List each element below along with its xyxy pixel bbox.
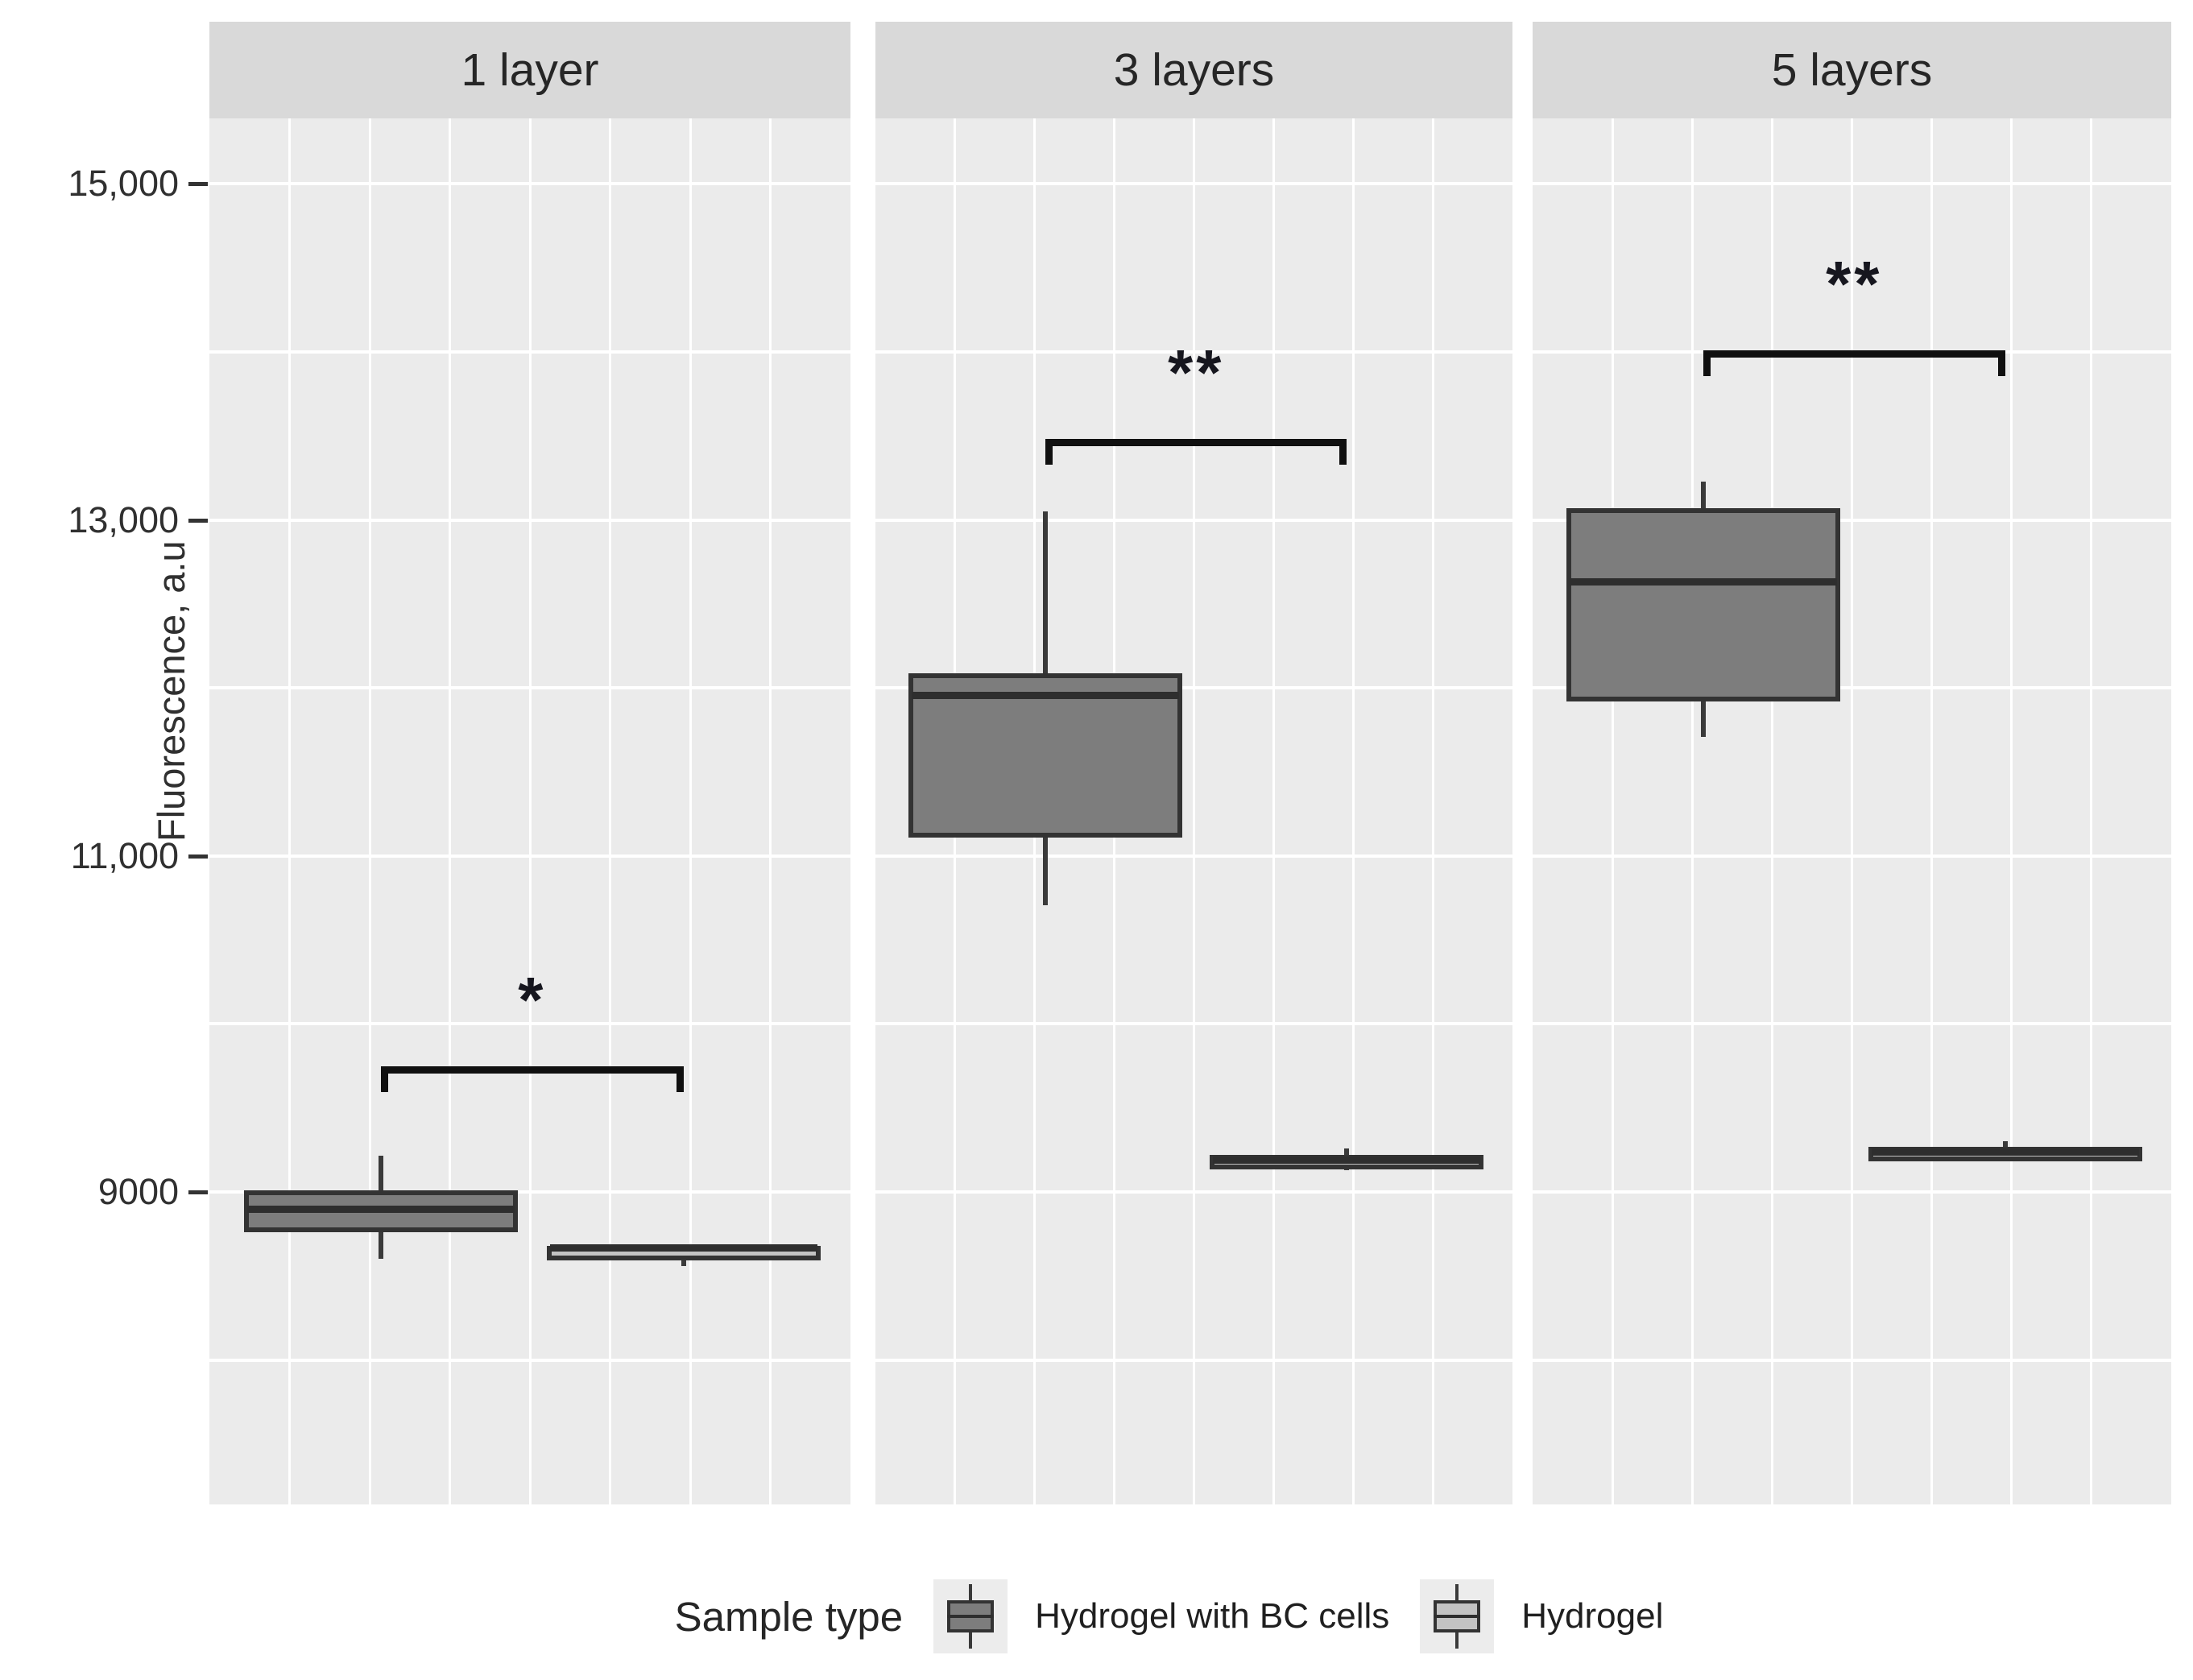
legend-item: Hydrogel: [1420, 1579, 1663, 1653]
legend-item: Hydrogel with BC cells: [933, 1579, 1389, 1653]
v-gridline: [1351, 118, 1355, 1504]
box-hydrogel-with-bc-cells: [1566, 507, 1840, 701]
y-axis-title: Fluorescence, a.u: [149, 540, 192, 842]
box-hydrogel-with-bc-cells: [908, 673, 1183, 838]
lower-whisker-hydrogel: [681, 1259, 687, 1266]
upper-whisker-hydrogel: [1344, 1148, 1350, 1156]
legend: Sample type Hydrogel with BC cells Hydrog…: [0, 1572, 2193, 1661]
y-tick-label: 13,000: [68, 499, 179, 540]
v-gridline: [1770, 118, 1773, 1504]
upper-whisker-hydrogel-with-bc-cells: [1700, 481, 1706, 508]
legend-title: Sample type: [674, 1593, 904, 1640]
y-tick-label: 15,000: [68, 163, 179, 205]
v-gridline: [1431, 118, 1434, 1504]
v-gridline: [368, 118, 371, 1504]
significance-bracket: [380, 1066, 685, 1074]
facet-strip: 5 layers: [1533, 22, 2171, 118]
significance-bracket-end: [1045, 439, 1053, 466]
y-tick-label: 9000: [97, 1170, 179, 1212]
facet-title: 5 layers: [1771, 44, 1933, 96]
median-line-hydrogel: [1213, 1157, 1481, 1165]
v-gridline: [2010, 118, 2013, 1504]
v-gridline: [1851, 118, 1853, 1504]
v-gridline: [769, 118, 772, 1504]
facet-title: 1 layer: [461, 44, 599, 96]
v-gridline: [449, 118, 451, 1504]
significance-bracket-end: [1997, 350, 2005, 376]
y-tick-label: 11,000: [70, 834, 179, 876]
y-tick-mark: [188, 1190, 208, 1194]
significance-bracket: [1703, 350, 2005, 358]
median-line-hydrogel-with-bc-cells: [912, 691, 1180, 699]
facet-panel: *: [209, 118, 850, 1504]
v-gridline: [689, 118, 692, 1504]
lower-whisker-hydrogel-with-bc-cells: [1700, 701, 1706, 737]
median-line-hydrogel: [1871, 1148, 2139, 1156]
v-gridline: [609, 118, 611, 1504]
v-gridline: [2090, 118, 2093, 1504]
facet-strip: 3 layers: [875, 22, 1512, 118]
key-median: [1434, 1615, 1481, 1618]
median-line-hydrogel-with-bc-cells: [246, 1205, 515, 1213]
facet-strip: 1 layer: [209, 22, 850, 118]
significance-bracket-end: [380, 1066, 388, 1092]
significance-bracket-end: [1339, 439, 1347, 466]
significance-bracket-end: [1703, 350, 1711, 376]
y-tick-mark: [188, 518, 208, 523]
significance-stars: *: [518, 963, 547, 1036]
upper-whisker-hydrogel-with-bc-cells: [1043, 511, 1049, 674]
facet-panel: **: [875, 118, 1512, 1504]
boxplot-key-icon: [1420, 1579, 1495, 1653]
significance-bracket-end: [677, 1066, 685, 1092]
v-gridline: [1611, 118, 1614, 1504]
facet-title: 3 layers: [1113, 44, 1275, 96]
facet-panel: **: [1533, 118, 2171, 1504]
key-median: [947, 1615, 995, 1618]
y-tick-mark: [188, 182, 208, 187]
v-gridline: [1930, 118, 1934, 1504]
v-gridline: [1272, 118, 1275, 1504]
lower-whisker-hydrogel-with-bc-cells: [378, 1232, 383, 1260]
significance-stars: **: [1168, 337, 1225, 409]
v-gridline: [528, 118, 532, 1504]
v-gridline: [1193, 118, 1195, 1504]
median-line-hydrogel: [550, 1243, 818, 1252]
upper-whisker-hydrogel-with-bc-cells: [378, 1156, 383, 1190]
upper-whisker-hydrogel: [2002, 1141, 2008, 1147]
boxplot-key-icon: [933, 1579, 1008, 1653]
v-gridline: [288, 118, 291, 1504]
significance-bracket: [1045, 439, 1347, 447]
legend-item-label: Hydrogel: [1521, 1596, 1664, 1636]
y-tick-mark: [188, 854, 208, 859]
lower-whisker-hydrogel-with-bc-cells: [1043, 837, 1049, 906]
median-line-hydrogel-with-bc-cells: [1569, 577, 1837, 586]
significance-stars: **: [1826, 247, 1883, 320]
v-gridline: [1690, 118, 1694, 1504]
legend-item-label: Hydrogel with BC cells: [1035, 1596, 1390, 1636]
